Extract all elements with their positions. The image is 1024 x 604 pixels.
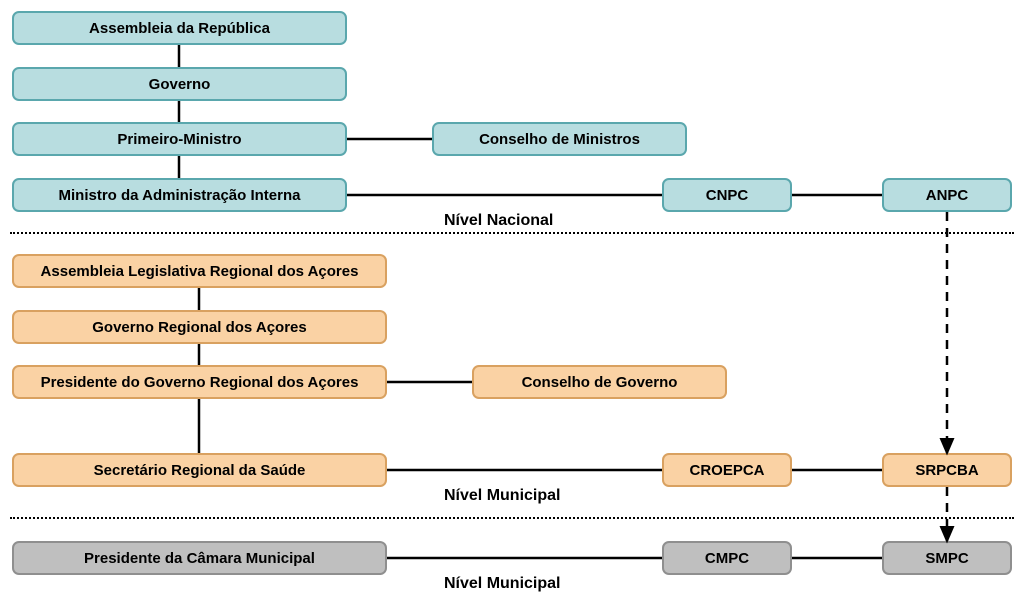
node-min-admin-interna: Ministro da Administração Interna: [12, 178, 347, 212]
node-label: Conselho de Ministros: [479, 131, 640, 148]
node-label: SMPC: [925, 550, 968, 567]
node-label: Assembleia Legislativa Regional dos Açor…: [41, 263, 359, 280]
node-label: CROEPCA: [689, 462, 764, 479]
node-conselho-ministros: Conselho de Ministros: [432, 122, 687, 156]
node-label: Ministro da Administração Interna: [59, 187, 301, 204]
node-label: Presidente da Câmara Municipal: [84, 550, 315, 567]
divider-1: [10, 232, 1014, 234]
level-text: Nível Municipal: [444, 487, 560, 504]
node-governo: Governo: [12, 67, 347, 101]
level-label-municipal: Nível Municipal: [444, 575, 560, 593]
node-label: CNPC: [706, 187, 749, 204]
level-label-regional: Nível Municipal: [444, 487, 560, 505]
node-pres-camara: Presidente da Câmara Municipal: [12, 541, 387, 575]
node-label: Governo Regional dos Açores: [92, 319, 307, 336]
node-primeiro-ministro: Primeiro-Ministro: [12, 122, 347, 156]
node-srpcba: SRPCBA: [882, 453, 1012, 487]
node-cnpc: CNPC: [662, 178, 792, 212]
level-text: Nível Municipal: [444, 575, 560, 592]
node-label: Assembleia da República: [89, 20, 270, 37]
node-assembleia-republica: Assembleia da República: [12, 11, 347, 45]
divider-2: [10, 517, 1014, 519]
level-text: Nível Nacional: [444, 212, 553, 229]
node-label: ANPC: [926, 187, 969, 204]
node-pres-gov-regional: Presidente do Governo Regional dos Açore…: [12, 365, 387, 399]
node-sec-reg-saude: Secretário Regional da Saúde: [12, 453, 387, 487]
node-smpc: SMPC: [882, 541, 1012, 575]
node-label: CMPC: [705, 550, 749, 567]
node-label: SRPCBA: [915, 462, 978, 479]
node-cmpc: CMPC: [662, 541, 792, 575]
level-label-nacional: Nível Nacional: [444, 212, 553, 230]
node-label: Governo: [149, 76, 211, 93]
node-anpc: ANPC: [882, 178, 1012, 212]
node-label: Primeiro-Ministro: [117, 131, 241, 148]
node-croepca: CROEPCA: [662, 453, 792, 487]
node-label: Presidente do Governo Regional dos Açore…: [41, 374, 359, 391]
node-conselho-governo: Conselho de Governo: [472, 365, 727, 399]
node-gov-regional-acores: Governo Regional dos Açores: [12, 310, 387, 344]
node-alr-acores: Assembleia Legislativa Regional dos Açor…: [12, 254, 387, 288]
node-label: Conselho de Governo: [522, 374, 678, 391]
node-label: Secretário Regional da Saúde: [94, 462, 306, 479]
